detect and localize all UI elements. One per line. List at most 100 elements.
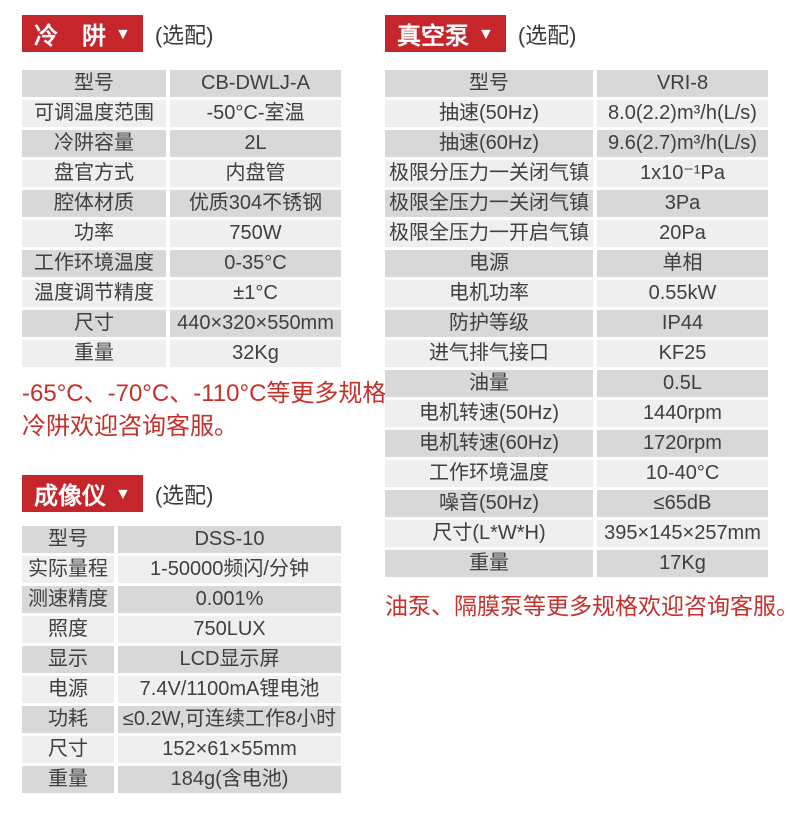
cold-trap-table: 型号 CB-DWLJ-A 可调温度范围 -50°C-室温 冷阱容量 2L 盘官方… xyxy=(22,70,341,367)
right-column: 真空泵 ▼ (选配) 型号 VRI-8 抽速(50Hz) 8.0(2.2)m³/… xyxy=(385,15,790,796)
spec-value: 0.55kW xyxy=(597,280,768,307)
note-line-1: -65°C、-70°C、-110°C等更多规格 xyxy=(22,380,387,407)
spec-value: 184g(含电池) xyxy=(118,766,341,793)
table-row: 噪音(50Hz) ≤65dB xyxy=(385,490,768,517)
spec-label: 电机功率 xyxy=(385,280,593,307)
table-row: 抽速(60Hz) 9.6(2.7)m³/h(L/s) xyxy=(385,130,768,157)
spec-label: 型号 xyxy=(22,526,114,553)
spec-value: LCD显示屏 xyxy=(118,646,341,673)
spec-value: 内盘管 xyxy=(170,160,341,187)
section-imager: 成像仪 ▼ (选配) 型号 DSS-10 实际量程 1-50000频闪/分钟 测… xyxy=(22,475,341,793)
note-line: 油泵、隔膜泵等更多规格欢迎咨询客服。 xyxy=(385,593,790,619)
table-row: 实际量程 1-50000频闪/分钟 xyxy=(22,556,341,583)
spec-label: 冷阱容量 xyxy=(22,130,166,157)
spec-value: 7.4V/1100mA锂电池 xyxy=(118,676,341,703)
table-row: 抽速(50Hz) 8.0(2.2)m³/h(L/s) xyxy=(385,100,768,127)
table-row: 显示 LCD显示屏 xyxy=(22,646,341,673)
table-row: 工作环境温度 0-35°C xyxy=(22,250,341,277)
vacuum-pump-header: 真空泵 ▼ (选配) xyxy=(385,15,768,52)
spec-value: 32Kg xyxy=(170,340,341,367)
spec-value: 0.001% xyxy=(118,586,341,613)
spec-label: 工作环境温度 xyxy=(22,250,166,277)
table-row: 可调温度范围 -50°C-室温 xyxy=(22,100,341,127)
spec-label: 尺寸 xyxy=(22,736,114,763)
spec-value: 750W xyxy=(170,220,341,247)
spec-value: 10-40°C xyxy=(597,460,768,487)
spec-value: IP44 xyxy=(597,310,768,337)
spec-label: 进气排气接口 xyxy=(385,340,593,367)
table-row: 工作环境温度 10-40°C xyxy=(385,460,768,487)
table-row: 型号 VRI-8 xyxy=(385,70,768,97)
note-line-2: 冷阱欢迎咨询客服。 xyxy=(22,413,238,440)
table-row: 电机功率 0.55kW xyxy=(385,280,768,307)
optional-label: (选配) xyxy=(154,22,214,48)
spec-value: 750LUX xyxy=(118,616,341,643)
spec-label: 型号 xyxy=(385,70,593,97)
dropdown-arrow-icon: ▼ xyxy=(478,25,494,43)
spec-label: 重量 xyxy=(385,550,593,577)
table-row: 盘官方式 内盘管 xyxy=(22,160,341,187)
table-row: 极限全压力一关闭气镇 3Pa xyxy=(385,190,768,217)
table-row: 尺寸 152×61×55mm xyxy=(22,736,341,763)
spec-sheet: 冷 阱 ▼ (选配) 型号 CB-DWLJ-A 可调温度范围 -50°C-室温 … xyxy=(22,15,790,796)
table-row: 电源 7.4V/1100mA锂电池 xyxy=(22,676,341,703)
optional-label: (选配) xyxy=(154,482,214,508)
spec-value: 3Pa xyxy=(597,190,768,217)
spec-label: 实际量程 xyxy=(22,556,114,583)
table-row: 功耗 ≤0.2W,可连续工作8小时 xyxy=(22,706,341,733)
table-row: 功率 750W xyxy=(22,220,341,247)
spec-value: 单相 xyxy=(597,250,768,277)
spec-label: 抽速(50Hz) xyxy=(385,100,593,127)
table-row: 尺寸(L*W*H) 395×145×257mm xyxy=(385,520,768,547)
table-row: 型号 DSS-10 xyxy=(22,526,341,553)
spec-label: 电机转速(60Hz) xyxy=(385,430,593,457)
left-column: 冷 阱 ▼ (选配) 型号 CB-DWLJ-A 可调温度范围 -50°C-室温 … xyxy=(22,15,386,796)
spec-label: 腔体材质 xyxy=(22,190,166,217)
spec-label: 功率 xyxy=(22,220,166,247)
spec-label: 极限分压力一关闭气镇 xyxy=(385,160,593,187)
spec-label: 电源 xyxy=(385,250,593,277)
spec-label: 尺寸(L*W*H) xyxy=(385,520,593,547)
spec-label: 尺寸 xyxy=(22,310,166,337)
cold-trap-title: 冷 阱 xyxy=(34,23,106,50)
optional-label: (选配) xyxy=(517,22,577,48)
spec-label: 盘官方式 xyxy=(22,160,166,187)
spec-value: 1-50000频闪/分钟 xyxy=(118,556,341,583)
cold-trap-header: 冷 阱 ▼ (选配) xyxy=(22,15,341,52)
imager-badge: 成像仪 ▼ xyxy=(22,475,143,512)
table-row: 极限全压力一开启气镇 20Pa xyxy=(385,220,768,247)
vacuum-pump-note: 油泵、隔膜泵等更多规格欢迎咨询客服。 xyxy=(385,590,790,623)
dropdown-arrow-icon: ▼ xyxy=(115,485,131,503)
spec-value: 2L xyxy=(170,130,341,157)
spec-label: 电源 xyxy=(22,676,114,703)
spec-value: DSS-10 xyxy=(118,526,341,553)
spec-value: 1x10⁻¹Pa xyxy=(597,160,768,187)
spec-value: 395×145×257mm xyxy=(597,520,768,547)
table-row: 腔体材质 优质304不锈钢 xyxy=(22,190,341,217)
spec-label: 极限全压力一开启气镇 xyxy=(385,220,593,247)
spec-value: 0-35°C xyxy=(170,250,341,277)
section-cold-trap: 冷 阱 ▼ (选配) 型号 CB-DWLJ-A 可调温度范围 -50°C-室温 … xyxy=(22,15,386,443)
spec-label: 型号 xyxy=(22,70,166,97)
cold-trap-badge: 冷 阱 ▼ xyxy=(22,15,143,52)
table-row: 极限分压力一关闭气镇 1x10⁻¹Pa xyxy=(385,160,768,187)
table-row: 防护等级 IP44 xyxy=(385,310,768,337)
spec-label: 工作环境温度 xyxy=(385,460,593,487)
vacuum-pump-table: 型号 VRI-8 抽速(50Hz) 8.0(2.2)m³/h(L/s) 抽速(6… xyxy=(385,70,768,577)
spec-value: CB-DWLJ-A xyxy=(170,70,341,97)
vacuum-pump-badge: 真空泵 ▼ xyxy=(385,15,506,52)
spec-label: 噪音(50Hz) xyxy=(385,490,593,517)
table-row: 照度 750LUX xyxy=(22,616,341,643)
spec-value: 17Kg xyxy=(597,550,768,577)
spec-label: 照度 xyxy=(22,616,114,643)
spec-value: 0.5L xyxy=(597,370,768,397)
table-row: 进气排气接口 KF25 xyxy=(385,340,768,367)
table-row: 电源 单相 xyxy=(385,250,768,277)
spec-label: 防护等级 xyxy=(385,310,593,337)
dropdown-arrow-icon: ▼ xyxy=(115,25,131,43)
imager-header: 成像仪 ▼ (选配) xyxy=(22,475,341,512)
spec-value: 9.6(2.7)m³/h(L/s) xyxy=(597,130,768,157)
spec-value: ≤65dB xyxy=(597,490,768,517)
spec-label: 极限全压力一关闭气镇 xyxy=(385,190,593,217)
spec-value: ≤0.2W,可连续工作8小时 xyxy=(118,706,341,733)
